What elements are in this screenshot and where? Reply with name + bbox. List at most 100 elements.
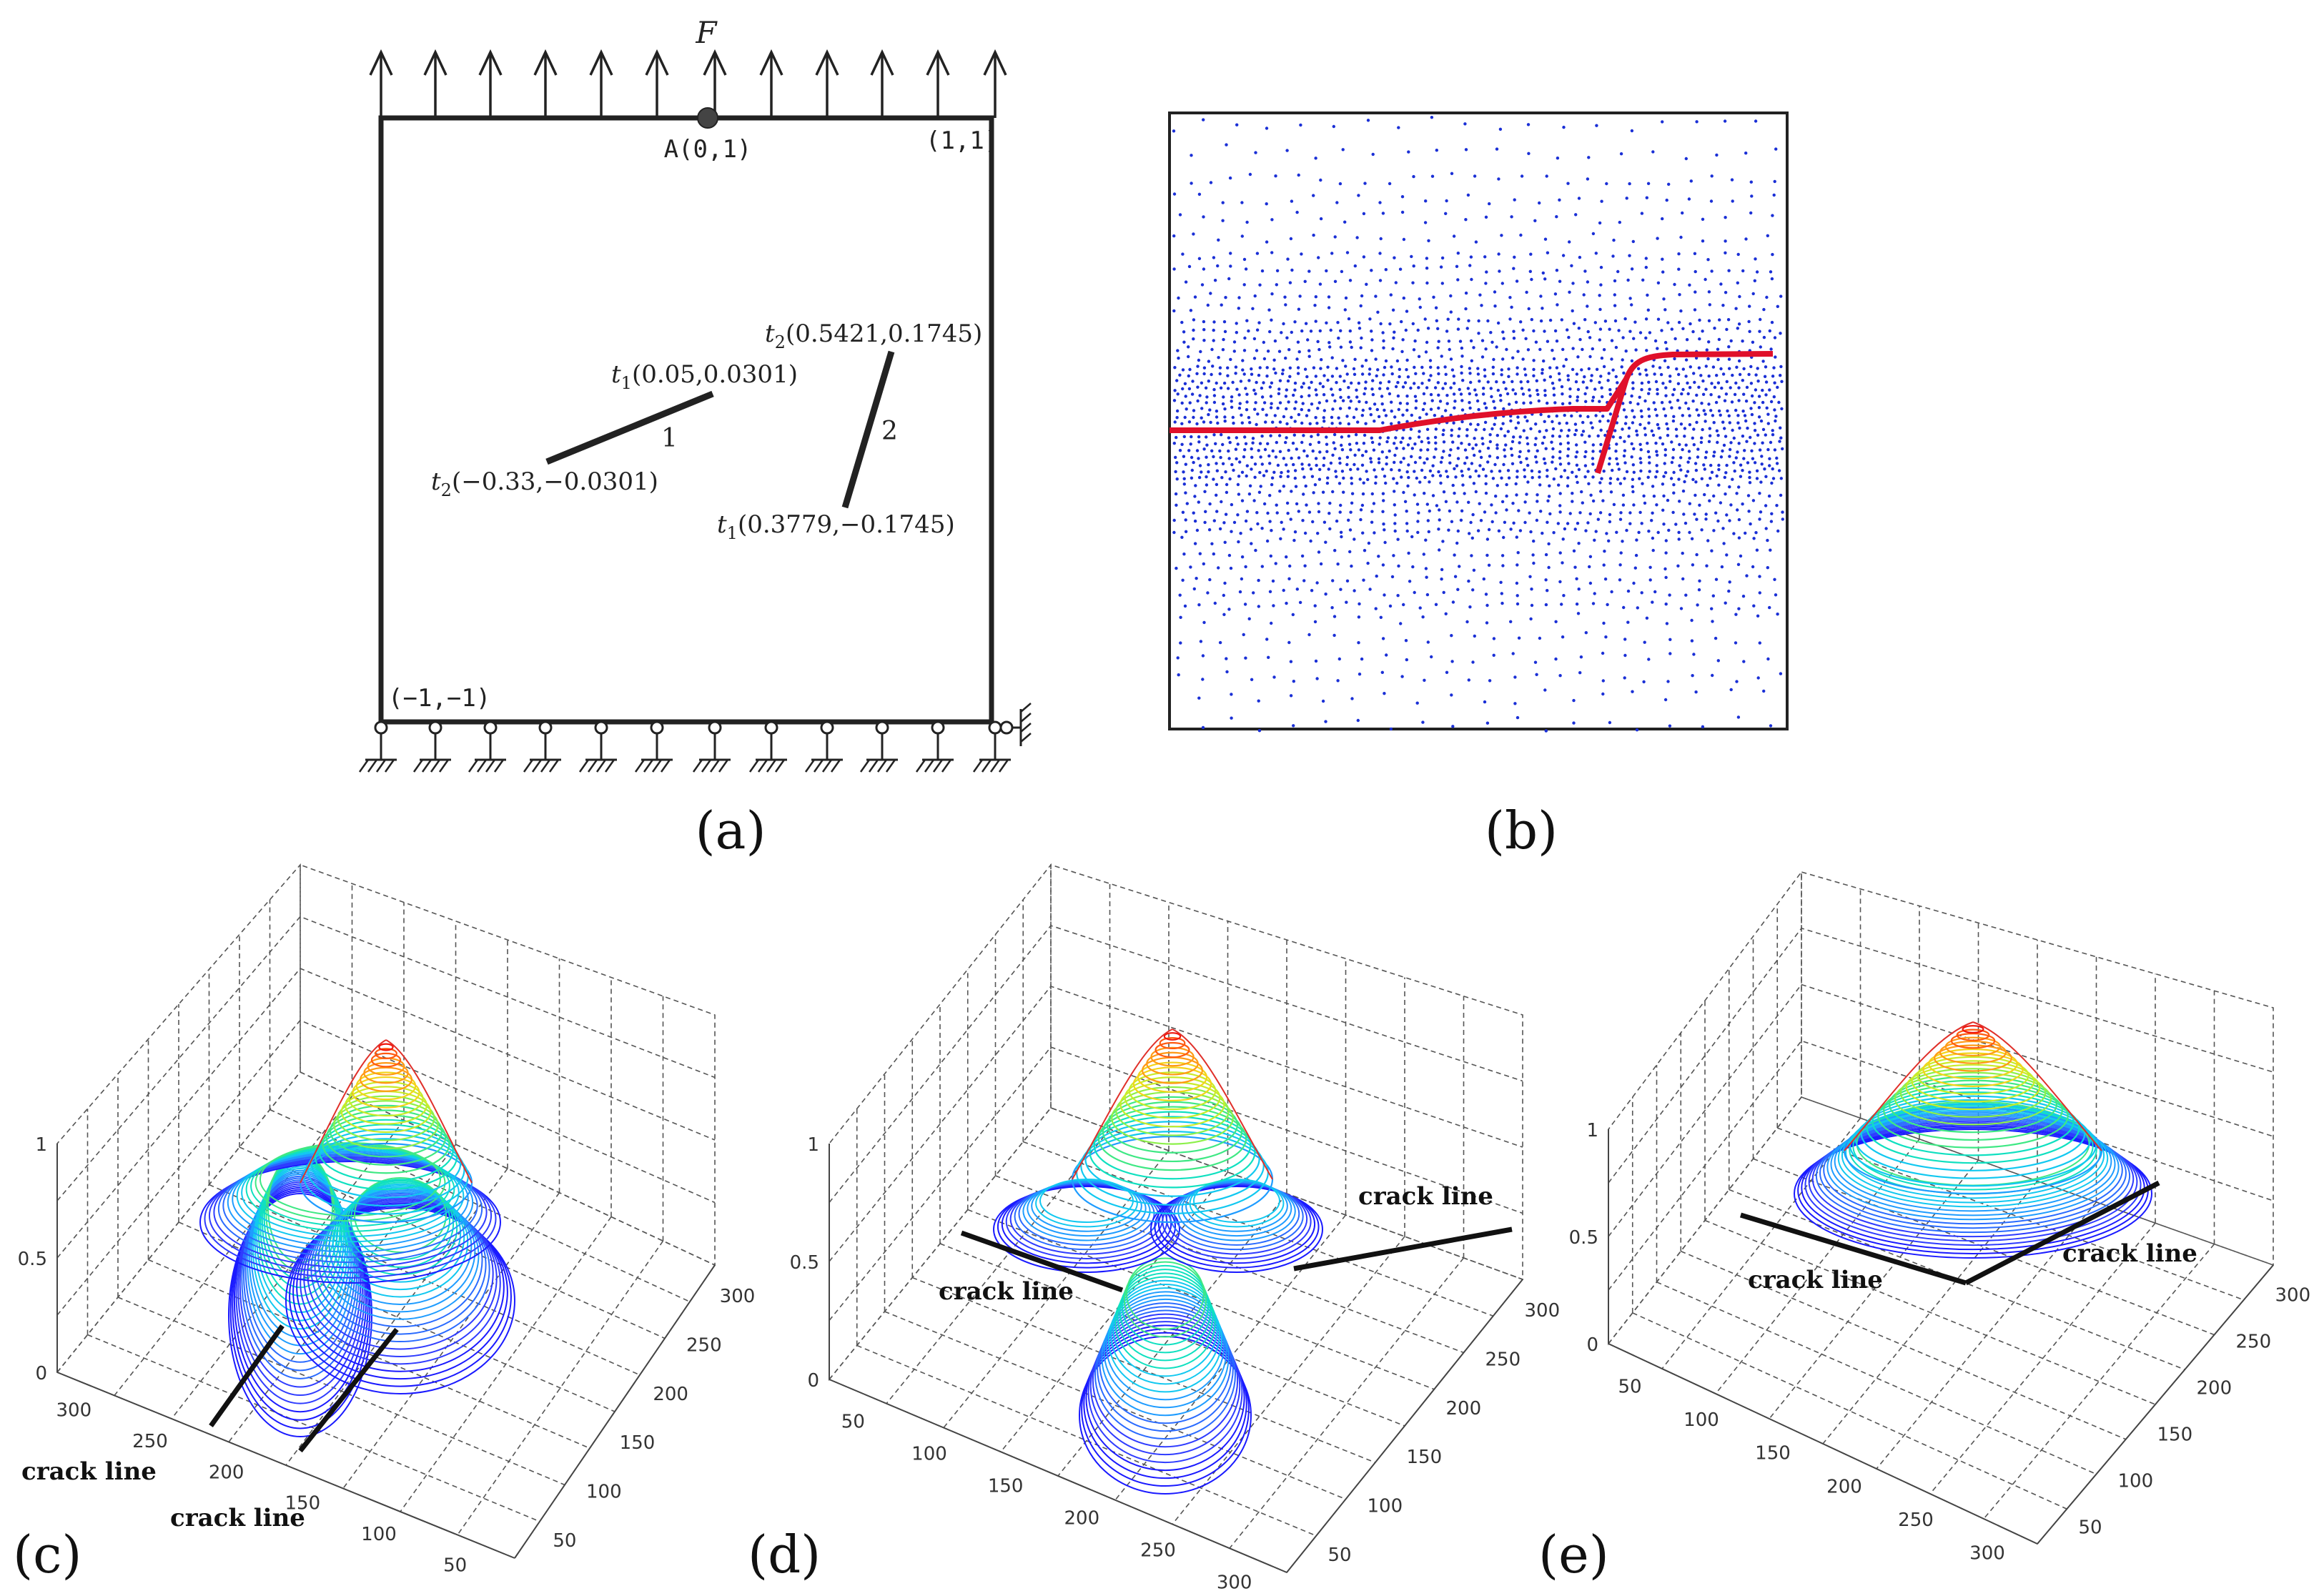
node-dot: [1224, 470, 1227, 474]
x-tick-label: 200: [209, 1462, 244, 1483]
node-dot: [1573, 565, 1577, 569]
node-dot: [1402, 447, 1405, 450]
node-dot: [1419, 448, 1423, 452]
node-dot: [1202, 267, 1206, 271]
node-dot: [1535, 518, 1539, 522]
node-dot: [1381, 492, 1385, 495]
node-dot: [1390, 422, 1393, 425]
node-dot: [1606, 379, 1610, 382]
peak-contour-ring: [1917, 1056, 2029, 1095]
node-dot: [1711, 365, 1716, 369]
node-dot: [1285, 336, 1289, 339]
node-dot: [1200, 283, 1205, 287]
node-dot: [1736, 562, 1741, 566]
node-dot: [1332, 441, 1335, 445]
node-dot: [1724, 435, 1728, 438]
node-dot: [1577, 542, 1581, 545]
node-dot: [1455, 541, 1459, 545]
node-dot: [1312, 194, 1315, 197]
node-dot: [1719, 455, 1724, 459]
y-tick-label: 300: [2275, 1285, 2311, 1307]
node-dot: [1331, 453, 1335, 457]
node-dot: [1444, 500, 1448, 503]
node-dot: [1357, 641, 1360, 645]
y-tick-label: 250: [1485, 1349, 1521, 1371]
node-dot: [1654, 380, 1658, 384]
node-dot: [1677, 320, 1681, 324]
node-dot: [1207, 360, 1211, 363]
node-dot: [1450, 428, 1454, 432]
y-axis: [1286, 1279, 1523, 1573]
node-dot: [1516, 551, 1520, 555]
node-dot: [1618, 436, 1622, 440]
node-dot: [1184, 395, 1187, 398]
node-dot: [1358, 673, 1362, 676]
node-dot: [1285, 388, 1289, 392]
node-dot: [1338, 482, 1342, 485]
node-dot: [1322, 409, 1327, 412]
node-dot: [1282, 485, 1286, 488]
node-dot: [1493, 406, 1497, 410]
node-dot: [1286, 475, 1290, 478]
node-dot: [1450, 368, 1455, 372]
node-dot: [1390, 575, 1395, 579]
node-dot: [1608, 520, 1612, 524]
node-dot: [1340, 535, 1343, 539]
crack-2-tip1-label: t1(0.3779,−0.1745): [717, 510, 955, 543]
node-dot: [1402, 237, 1406, 242]
node-dot: [1385, 653, 1388, 657]
node-dot: [1682, 512, 1686, 516]
node-dot: [1474, 428, 1478, 432]
node-dot: [1551, 460, 1554, 464]
node-dot: [1552, 393, 1556, 397]
peak-contour-ring: [344, 1086, 428, 1125]
node-dot: [1431, 494, 1435, 497]
node-dot: [1536, 449, 1539, 452]
x-tick-label: 300: [56, 1400, 92, 1422]
node-dot: [1422, 392, 1426, 396]
node-dot: [1529, 427, 1533, 431]
node-dot: [1360, 503, 1365, 507]
node-dot: [1668, 652, 1672, 655]
node-dot: [1356, 467, 1360, 471]
node-dot: [1575, 450, 1579, 454]
node-dot: [1195, 449, 1200, 452]
node-dot: [1418, 456, 1422, 460]
node-dot: [1648, 565, 1652, 569]
node-dot: [1695, 408, 1699, 412]
node-dot: [1565, 421, 1568, 425]
node-dot: [1180, 535, 1184, 539]
node-dot: [1692, 427, 1696, 431]
node-dot: [1425, 502, 1430, 506]
floor-grid-outline: [828, 1107, 1524, 1573]
node-dot: [1300, 554, 1305, 558]
node-dot: [1778, 440, 1781, 443]
node-dot: [1576, 522, 1580, 525]
wall-grid-line: [829, 1046, 1523, 1322]
node-dot: [1327, 306, 1331, 309]
y-tick-label: 50: [1328, 1545, 1352, 1566]
node-dot: [1289, 517, 1292, 521]
node-dot: [1427, 441, 1430, 445]
node-dot: [1292, 538, 1296, 542]
node-dot: [1360, 657, 1364, 661]
node-dot: [1519, 460, 1523, 465]
node-dot: [1226, 374, 1230, 377]
node-dot: [1174, 470, 1177, 474]
node-dot: [1758, 641, 1761, 645]
node-dot: [1666, 434, 1670, 437]
node-dot: [1242, 372, 1246, 376]
node-dot: [1603, 550, 1606, 553]
node-dot: [1244, 656, 1247, 660]
node-dot: [1768, 329, 1771, 333]
node-dot: [1622, 605, 1626, 610]
node-dot: [1411, 565, 1415, 569]
node-dot: [1511, 502, 1515, 505]
node-dot: [1257, 578, 1260, 583]
node-dot: [1642, 494, 1646, 498]
node-dot: [1231, 415, 1235, 420]
y-tick-label: 300: [720, 1286, 756, 1307]
node-dot: [1655, 464, 1658, 467]
node-dot: [1561, 537, 1565, 541]
node-dot: [1347, 317, 1351, 321]
